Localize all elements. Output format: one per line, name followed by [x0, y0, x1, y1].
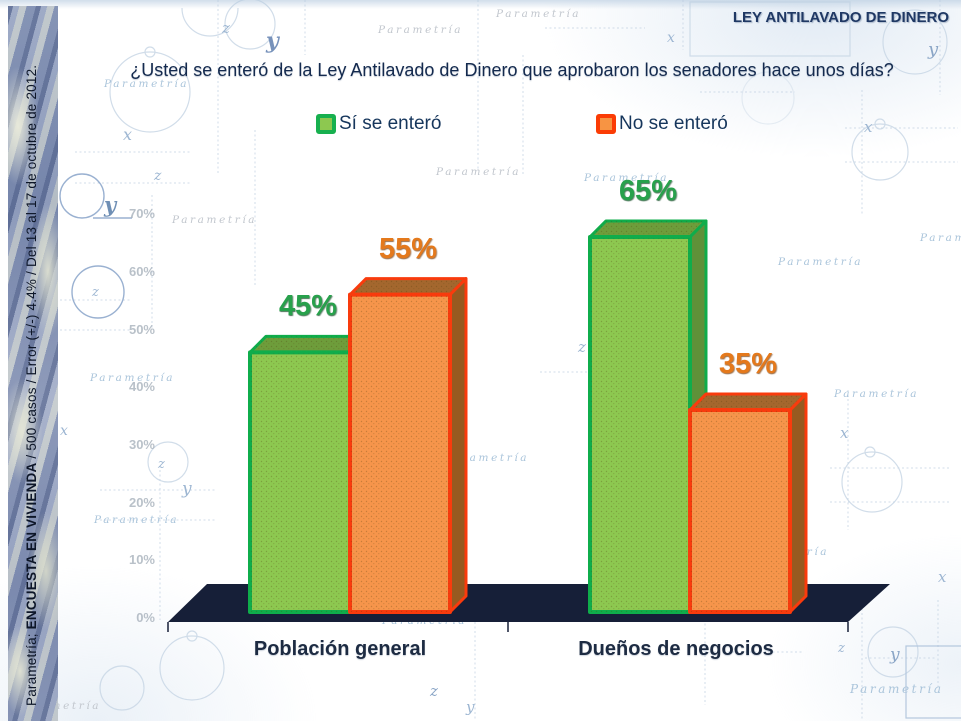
- category-label: Dueños de negocios: [578, 638, 774, 660]
- y-axis-tick-label: 10%: [128, 552, 155, 567]
- y-axis-tick-label: 60%: [128, 264, 155, 279]
- sidebar-watercolor-strip: [8, 6, 58, 721]
- legend-si-label: Sí se enteró: [339, 113, 442, 134]
- background-watermark: Parametría: [584, 172, 670, 184]
- svg-text:x: x: [864, 118, 873, 136]
- y-axis-tick-label: 50%: [128, 322, 155, 337]
- svg-text:z: z: [837, 641, 845, 656]
- svg-text:y: y: [265, 28, 281, 54]
- y-axis-tick-label: 0%: [136, 610, 155, 625]
- top-edge-tint: [0, 0, 961, 9]
- svg-text:y: y: [103, 192, 118, 217]
- legend-no-marker-icon: [596, 114, 616, 134]
- svg-text:y: y: [181, 479, 192, 499]
- y-axis-tick-label: 70%: [128, 206, 155, 221]
- background-watermark: Parametría: [378, 24, 464, 36]
- y-axis-tick-label: 20%: [128, 495, 155, 510]
- background-watermark: Parametría: [920, 232, 961, 244]
- svg-text:z: z: [221, 19, 230, 37]
- background-watermark: Parametría: [496, 8, 582, 20]
- bar-top-texture: [350, 278, 466, 295]
- svg-text:y: y: [927, 39, 939, 60]
- report-title: LEY ANTILAVADO DE DINERO: [732, 9, 949, 26]
- background-watermark: Parametría: [90, 372, 176, 384]
- background-watermark: Parametría: [778, 256, 864, 268]
- legend-si-marker-icon: [316, 114, 336, 134]
- bar-top-texture: [250, 336, 366, 353]
- bar-front-texture: [690, 410, 790, 612]
- bar-front-texture: [350, 294, 450, 612]
- legend-item-si: Sí se enteró: [316, 113, 441, 135]
- category-label: Población general: [253, 638, 427, 660]
- svg-text:z: z: [91, 285, 99, 300]
- background-watermark: Parametría: [850, 682, 944, 696]
- bar-front-texture: [590, 236, 690, 612]
- legend-item-no: No se enteró: [596, 113, 728, 135]
- bar-side-face: [788, 392, 808, 614]
- background-watermark: Parametría: [104, 78, 190, 90]
- svg-text:z: z: [153, 168, 162, 184]
- svg-text:z: z: [577, 338, 586, 356]
- chart-question-title: ¿Usted se enteró de la Ley Antilavado de…: [130, 60, 894, 80]
- background-watermark: Parametría: [436, 166, 522, 178]
- svg-text:x: x: [840, 424, 849, 442]
- background-watermark: Parametría: [94, 514, 180, 526]
- bar-top-texture: [590, 220, 706, 237]
- svg-text:z: z: [157, 457, 165, 472]
- background-watermark: Parametría: [834, 388, 920, 400]
- legend-no-label: No se enteró: [619, 113, 728, 134]
- y-axis-tick-label: 30%: [128, 437, 155, 452]
- bar-front-texture: [250, 352, 350, 612]
- svg-text:x: x: [938, 568, 947, 586]
- svg-text:x: x: [123, 125, 132, 144]
- background-watermark: Parametría: [172, 214, 258, 226]
- bar-side-face: [448, 277, 468, 614]
- svg-text:y: y: [465, 698, 475, 716]
- bar-top-texture: [690, 394, 806, 411]
- svg-text:z: z: [429, 682, 438, 700]
- svg-text:x: x: [60, 423, 68, 439]
- svg-text:y: y: [889, 645, 900, 665]
- y-axis-tick-label: 40%: [128, 379, 155, 394]
- svg-text:x: x: [667, 30, 675, 46]
